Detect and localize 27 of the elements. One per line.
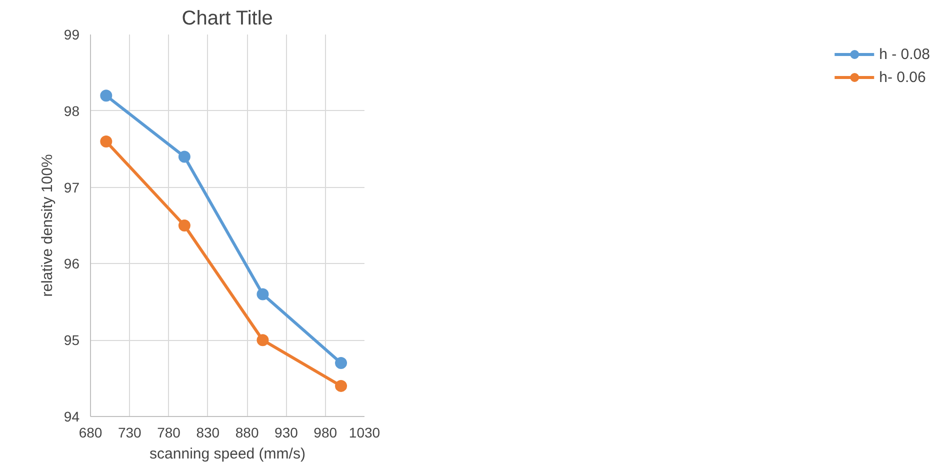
point <box>335 357 348 370</box>
point <box>100 135 112 148</box>
legend-label: h- 0.06 <box>879 68 926 86</box>
point <box>178 150 190 163</box>
x-tick-label: 780 <box>157 424 181 440</box>
y-tick-label: 97 <box>64 179 80 196</box>
chart-title: Chart Title <box>182 8 273 30</box>
x-tick-label: 730 <box>118 424 142 440</box>
x-tick-label: 980 <box>314 424 338 440</box>
y-tick-label: 99 <box>64 26 80 42</box>
point <box>335 380 348 392</box>
x-tick-label: 830 <box>196 424 220 440</box>
y-axis-title: relative density 100% <box>38 154 56 297</box>
y-tick-label: 95 <box>64 332 80 348</box>
x-axis-title: scanning speed (mm/s) <box>150 446 306 462</box>
point <box>100 90 112 102</box>
y-tick-label: 96 <box>64 256 80 272</box>
y-tick-label: 98 <box>64 102 80 119</box>
x-tick-label: 880 <box>235 424 259 440</box>
x-tick-label: 1030 <box>348 424 380 440</box>
point <box>178 220 190 232</box>
x-tick-label: 930 <box>274 424 298 440</box>
y-tick-label: 94 <box>64 408 80 424</box>
legend-label: h - 0.08 <box>879 46 930 62</box>
point <box>256 288 269 300</box>
x-tick-label: 680 <box>78 424 102 440</box>
point <box>256 334 269 346</box>
